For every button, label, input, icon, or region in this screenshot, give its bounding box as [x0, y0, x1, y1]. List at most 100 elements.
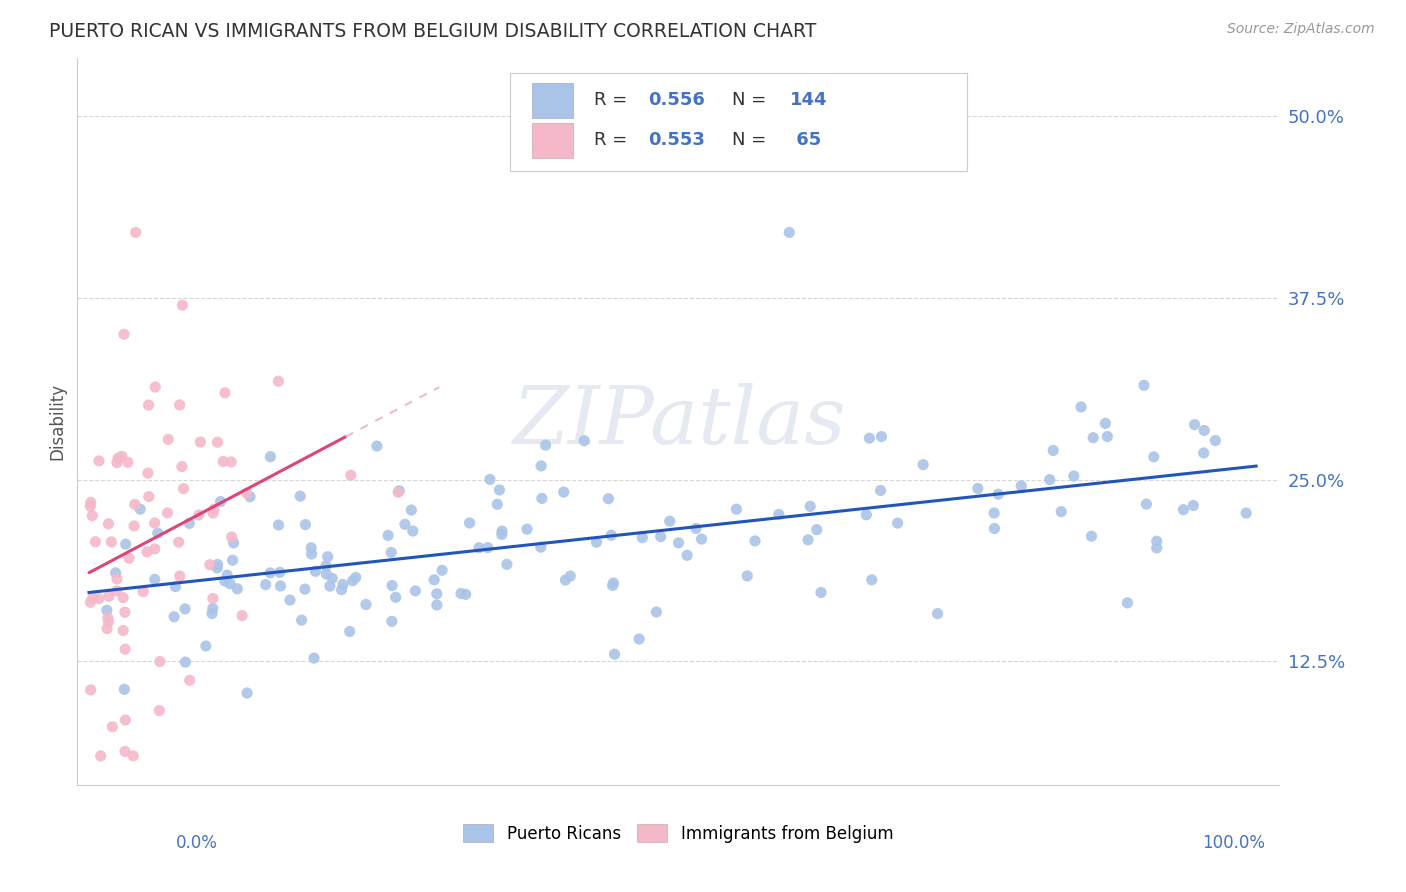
Point: [174, 655, 197, 669]
Point: [1135, 497, 1157, 511]
Point: [1204, 434, 1226, 448]
Point: [534, 438, 557, 452]
Point: [79, 595, 101, 609]
Point: [222, 536, 245, 550]
Point: [97, 516, 120, 531]
Point: [870, 429, 893, 443]
Point: [1146, 541, 1168, 555]
Text: Source: ZipAtlas.com: Source: ZipAtlas.com: [1227, 22, 1375, 37]
Point: [267, 518, 290, 533]
Point: [1143, 450, 1166, 464]
Point: [1063, 469, 1085, 483]
Point: [125, 226, 148, 240]
Point: [797, 533, 820, 547]
Point: [426, 598, 449, 612]
Point: [179, 516, 201, 531]
Point: [401, 503, 423, 517]
Point: [332, 577, 354, 591]
Point: [1133, 378, 1156, 392]
Point: [202, 502, 225, 516]
Text: N =: N =: [733, 131, 772, 149]
Point: [156, 506, 179, 520]
Point: [1094, 417, 1116, 431]
Point: [530, 458, 553, 473]
Point: [124, 497, 146, 511]
Point: [167, 535, 190, 549]
Point: [219, 576, 242, 591]
Point: [269, 579, 291, 593]
Point: [530, 540, 553, 554]
Point: [112, 591, 135, 605]
Point: [855, 508, 877, 522]
Point: [380, 545, 402, 559]
Point: [96, 622, 118, 636]
Point: [136, 466, 159, 480]
Text: 0.556: 0.556: [648, 91, 706, 109]
Point: [430, 563, 453, 577]
Text: R =: R =: [595, 91, 633, 109]
Point: [212, 454, 235, 468]
Point: [187, 508, 209, 522]
Point: [315, 566, 337, 581]
Point: [138, 490, 160, 504]
Point: [112, 624, 135, 638]
Point: [530, 491, 553, 506]
Text: 65: 65: [790, 131, 821, 149]
Point: [316, 549, 339, 564]
Point: [114, 537, 136, 551]
Point: [339, 624, 361, 639]
Point: [354, 598, 377, 612]
Point: [235, 486, 257, 500]
Point: [239, 490, 262, 504]
Point: [1192, 424, 1215, 438]
Point: [658, 514, 681, 528]
Point: [1192, 446, 1215, 460]
Point: [426, 587, 449, 601]
Point: [491, 527, 513, 541]
Point: [146, 526, 169, 541]
Point: [1182, 499, 1205, 513]
Point: [169, 569, 191, 583]
Point: [294, 517, 316, 532]
Point: [207, 558, 229, 572]
Point: [1234, 506, 1257, 520]
Bar: [531, 83, 572, 118]
Point: [259, 450, 281, 464]
Point: [79, 499, 101, 513]
Point: [157, 433, 180, 447]
Point: [927, 607, 949, 621]
Point: [304, 564, 326, 578]
Point: [165, 580, 187, 594]
Point: [1070, 400, 1092, 414]
Point: [202, 506, 225, 520]
Point: [107, 451, 129, 466]
Point: [650, 530, 672, 544]
Point: [138, 398, 160, 412]
Point: [97, 611, 120, 625]
Point: [207, 435, 229, 450]
Point: [172, 298, 194, 312]
Point: [143, 516, 166, 530]
Y-axis label: Disability: Disability: [48, 383, 66, 460]
Point: [450, 586, 472, 600]
Point: [173, 482, 195, 496]
Point: [214, 574, 236, 588]
Point: [315, 558, 337, 573]
Point: [174, 602, 197, 616]
Text: 144: 144: [790, 91, 828, 109]
Point: [236, 686, 259, 700]
Point: [105, 583, 128, 598]
Point: [201, 601, 224, 615]
Point: [221, 530, 243, 544]
Point: [219, 455, 242, 469]
Point: [97, 615, 120, 629]
Point: [366, 439, 388, 453]
Point: [491, 524, 513, 538]
Point: [201, 591, 224, 606]
Point: [122, 748, 145, 763]
Point: [321, 571, 343, 585]
Point: [423, 573, 446, 587]
Text: ZIPatlas: ZIPatlas: [512, 383, 845, 460]
Text: 100.0%: 100.0%: [1202, 834, 1265, 852]
Point: [458, 516, 481, 530]
